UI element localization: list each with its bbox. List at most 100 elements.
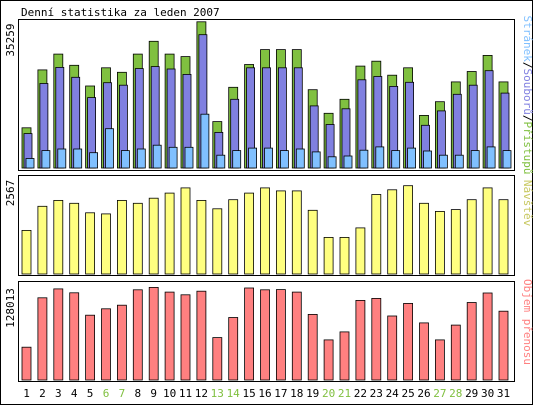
- x-axis-day-label: 9: [150, 387, 157, 400]
- visits-bar: [132, 202, 143, 275]
- pages-bar: [343, 155, 353, 169]
- visits-bar: [482, 187, 493, 275]
- pages-bar: [486, 146, 496, 169]
- kbytes-bar: [212, 337, 223, 381]
- x-axis-day-label: 23: [370, 387, 383, 400]
- visits-bar: [466, 199, 477, 275]
- visits-bar: [339, 236, 350, 275]
- legend-files: Souborů: [521, 69, 533, 115]
- kbytes-bar: [419, 322, 429, 381]
- pages-bar: [391, 150, 401, 169]
- panel2-ymax-label: 2567: [4, 180, 17, 207]
- panel3-ymax-label: 128013: [4, 288, 17, 328]
- visits-bar: [450, 209, 461, 275]
- pages-bar: [57, 148, 67, 169]
- visits-bar: [164, 192, 175, 275]
- pages-bar: [327, 156, 337, 169]
- pages-bar: [311, 151, 321, 169]
- pages-bar: [454, 154, 464, 169]
- visits-bar: [117, 199, 127, 275]
- pages-bar: [470, 150, 480, 169]
- kbytes-bar: [53, 288, 64, 381]
- visits-bar: [53, 199, 64, 275]
- pages-bar: [121, 150, 130, 169]
- kbytes-bar: [164, 291, 175, 381]
- visits-bar: [37, 205, 48, 275]
- x-axis-day-label: 25: [401, 387, 414, 400]
- kbytes-bar: [355, 299, 366, 381]
- pages-bar: [73, 148, 83, 169]
- svg-text:Stránek/Souborů/Přístupů: Stránek/Souborů/Přístupů: [521, 16, 533, 175]
- kbytes-bar: [260, 289, 270, 381]
- kbytes-bar: [69, 292, 80, 381]
- legend-pages: Stránek: [521, 16, 533, 63]
- visits-bar: [101, 213, 111, 275]
- x-axis-day-label: 26: [417, 387, 430, 400]
- pages-bar: [184, 146, 194, 169]
- kbytes-bar: [244, 287, 255, 381]
- x-axis-day-label: 3: [55, 387, 62, 400]
- panel1-ymax-label: 35259: [4, 23, 17, 56]
- x-axis-day-label: 7: [119, 387, 126, 400]
- visits-bar: [180, 187, 191, 275]
- pages-bar: [136, 148, 146, 169]
- kbytes-bar: [339, 331, 350, 381]
- x-axis-labels: 1 2 3 4 5 6 7 8 9 10 11 12 13 14 15 16 17 18 19 20 21 22 23 24 2…: [23, 387, 510, 400]
- x-axis-day-label: 22: [354, 387, 367, 400]
- x-axis-day-label: 17: [274, 387, 287, 400]
- visits-bar: [228, 199, 239, 275]
- kbytes-bar: [323, 339, 334, 381]
- x-axis-day-label: 4: [71, 387, 78, 400]
- visits-bar: [323, 236, 334, 275]
- kbytes-bar: [148, 286, 159, 381]
- kbytes-bar: [85, 314, 95, 381]
- visits-bar: [355, 227, 366, 275]
- visits-bar: [260, 187, 270, 275]
- chart-bars: [21, 21, 512, 381]
- visits-bar: [403, 185, 414, 275]
- kbytes-bar: [117, 304, 127, 381]
- kbytes-bar: [482, 292, 493, 381]
- x-axis-day-label: 16: [258, 387, 271, 400]
- pages-bar: [407, 147, 417, 169]
- x-axis-day-label: 6: [103, 387, 110, 400]
- legend-visits: Návštěv: [521, 180, 533, 227]
- visits-bar: [291, 190, 302, 275]
- visits-bar: [196, 199, 207, 275]
- visits-bar: [85, 212, 95, 275]
- x-axis-day-label: 5: [87, 387, 94, 400]
- visits-bar: [69, 202, 80, 275]
- pages-bar: [438, 154, 448, 169]
- pages-bar: [232, 150, 242, 169]
- kbytes-bar: [466, 302, 477, 381]
- pages-bar: [279, 150, 289, 169]
- pages-bar: [25, 158, 35, 169]
- kbytes-bar: [291, 291, 302, 381]
- kbytes-bar: [132, 289, 143, 381]
- kbytes-bar: [37, 297, 48, 381]
- pages-bar: [295, 148, 305, 169]
- kbytes-bar: [387, 315, 398, 381]
- legend-kbytes: Objem přenosu: [521, 279, 533, 365]
- visits-bar: [148, 197, 159, 275]
- kbytes-bar: [307, 313, 318, 381]
- x-axis-day-label: 2: [39, 387, 46, 400]
- visits-bar: [244, 192, 255, 275]
- legend-hits: Přístupů: [521, 121, 533, 174]
- legend-separator: /: [521, 62, 533, 69]
- visits-bar: [212, 208, 223, 275]
- pages-bar: [359, 149, 369, 169]
- x-axis-day-label: 27: [433, 387, 446, 400]
- pages-bar: [502, 150, 512, 169]
- kbytes-bar: [228, 317, 239, 381]
- x-axis-day-label: 14: [227, 387, 241, 400]
- x-axis-day-label: 20: [322, 387, 335, 400]
- kbytes-bar: [371, 297, 382, 381]
- pages-bar: [168, 146, 178, 169]
- kbytes-bar: [101, 308, 111, 381]
- visits-bar: [419, 202, 429, 275]
- x-axis-day-label: 19: [306, 387, 319, 400]
- x-axis-day-label: 28: [449, 387, 462, 400]
- x-axis-day-label: 30: [481, 387, 494, 400]
